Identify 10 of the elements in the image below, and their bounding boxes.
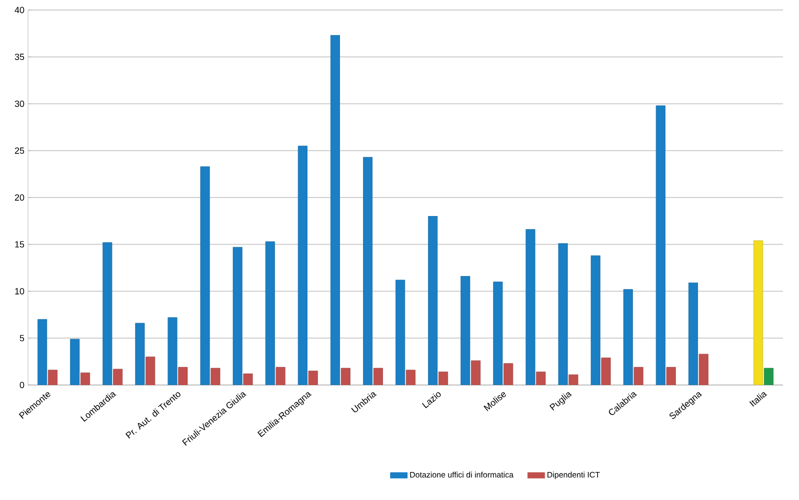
y-tick-label: 30 — [14, 100, 24, 107]
y-tick-label: 40 — [14, 6, 24, 14]
y-tick-label: 15 — [15, 241, 24, 248]
y-tick-label: 20 — [14, 194, 24, 201]
y-tick-label: 25 — [14, 147, 24, 154]
y-tick-label: 5 — [20, 334, 24, 342]
y-tick-label: 35 — [14, 54, 24, 60]
x-tick-label: Italia — [749, 392, 768, 407]
y-tick-label: 0 — [20, 382, 24, 388]
y-tick-label: 10 — [15, 288, 24, 294]
